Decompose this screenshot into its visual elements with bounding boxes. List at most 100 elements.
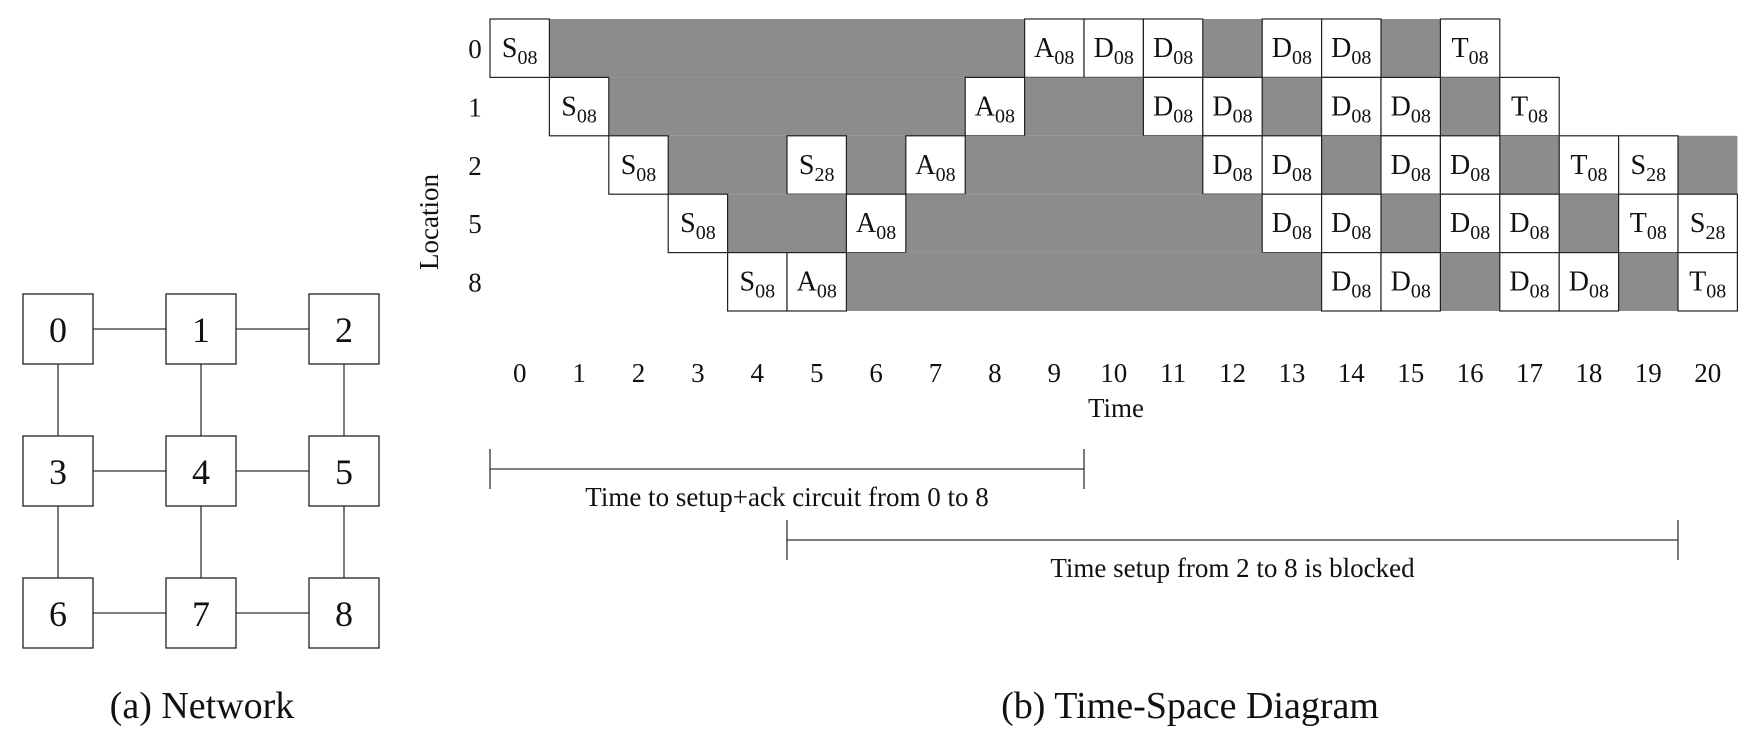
event-cell-box bbox=[1261, 135, 1323, 195]
event-cell-box bbox=[489, 18, 551, 79]
event-cell: D08 bbox=[1439, 135, 1501, 195]
node-box bbox=[308, 435, 380, 507]
event-cell-label: D08 bbox=[1331, 267, 1371, 303]
location-row: S08 A08 D08 D08 D08 D08 T08 bbox=[726, 252, 1739, 312]
busy-block bbox=[846, 252, 1322, 311]
event-subscript: 28 bbox=[1705, 222, 1725, 244]
location-tick-label: 2 bbox=[468, 151, 482, 181]
event-cell-label: S08 bbox=[740, 267, 776, 303]
event-cell: D08 bbox=[1320, 193, 1382, 254]
event-cell-box bbox=[1677, 252, 1739, 312]
event-subscript: 08 bbox=[1173, 47, 1193, 69]
event-letter: D bbox=[1450, 150, 1470, 181]
node-box bbox=[308, 293, 380, 365]
time-tick-label: 3 bbox=[691, 358, 705, 388]
event-subscript: 28 bbox=[1646, 164, 1666, 186]
event-cell-label: D08 bbox=[1391, 91, 1431, 127]
time-span-bracket: Time setup from 2 to 8 is blocked bbox=[786, 520, 1679, 583]
event-cell: A08 bbox=[845, 193, 907, 254]
node-label: 4 bbox=[192, 452, 210, 492]
time-tick-label: 16 bbox=[1457, 358, 1484, 388]
event-cell-label: D08 bbox=[1272, 150, 1312, 186]
busy-block bbox=[1618, 252, 1678, 311]
network-node: 1 bbox=[165, 293, 237, 365]
event-cell-box bbox=[1261, 18, 1323, 79]
event-cell: T08 bbox=[1617, 193, 1679, 254]
event-cell-label: S08 bbox=[561, 91, 597, 127]
event-cell-label: D08 bbox=[1272, 33, 1312, 69]
event-letter: D bbox=[1094, 33, 1114, 64]
busy-block bbox=[905, 194, 1263, 253]
event-letter: S bbox=[680, 208, 696, 239]
event-letter: D bbox=[1391, 267, 1411, 298]
event-subscript: 08 bbox=[636, 164, 656, 186]
time-tick-label: 18 bbox=[1575, 358, 1602, 388]
event-cell: S28 bbox=[1617, 135, 1679, 195]
event-cell-box bbox=[786, 135, 848, 195]
event-cell-box bbox=[1558, 135, 1620, 195]
event-letter: D bbox=[1331, 91, 1351, 122]
event-cell: T08 bbox=[1439, 18, 1501, 79]
event-subscript: 08 bbox=[1528, 105, 1548, 127]
event-subscript: 08 bbox=[1530, 222, 1550, 244]
event-letter: A bbox=[915, 150, 936, 181]
event-cell-box bbox=[1320, 76, 1382, 137]
event-cell-label: T08 bbox=[1452, 33, 1489, 69]
node-label: 2 bbox=[335, 310, 353, 350]
busy-block bbox=[1440, 77, 1500, 136]
event-subscript: 08 bbox=[817, 281, 837, 303]
time-tick-label: 5 bbox=[810, 358, 824, 388]
event-subscript: 08 bbox=[936, 164, 956, 186]
busy-block bbox=[727, 194, 847, 253]
event-cell: D08 bbox=[1499, 193, 1560, 254]
busy-block bbox=[1202, 19, 1263, 78]
event-cell: D08 bbox=[1320, 252, 1382, 312]
event-letter: D bbox=[1450, 208, 1470, 239]
event-cell: A08 bbox=[786, 252, 848, 312]
event-subscript: 08 bbox=[577, 105, 597, 127]
time-tick-label: 13 bbox=[1278, 358, 1305, 388]
event-letter: S bbox=[1631, 150, 1647, 181]
event-cell-box bbox=[1380, 252, 1442, 312]
busy-block bbox=[1440, 252, 1500, 311]
event-cell-label: A08 bbox=[975, 91, 1015, 127]
event-cell: T08 bbox=[1499, 76, 1560, 137]
event-cell-box bbox=[1142, 18, 1204, 79]
busy-block bbox=[1559, 194, 1619, 253]
event-subscript: 28 bbox=[814, 164, 834, 186]
node-box bbox=[165, 293, 237, 365]
event-cell: D08 bbox=[1380, 252, 1442, 312]
event-subscript: 08 bbox=[1470, 222, 1490, 244]
time-span-bracket: Time to setup+ack circuit from 0 to 8 bbox=[489, 449, 1085, 512]
event-subscript: 08 bbox=[995, 105, 1015, 127]
event-cell-label: S28 bbox=[799, 150, 835, 186]
event-subscript: 08 bbox=[1292, 47, 1312, 69]
y-axis-label: Location bbox=[414, 174, 444, 270]
network-node: 8 bbox=[308, 577, 380, 649]
event-letter: A bbox=[856, 208, 877, 239]
event-cell: T08 bbox=[1558, 135, 1620, 195]
busy-block bbox=[668, 135, 787, 195]
network-node: 2 bbox=[308, 293, 380, 365]
event-cell-label: A08 bbox=[915, 150, 955, 186]
network-node: 3 bbox=[22, 435, 94, 507]
event-subscript: 08 bbox=[876, 222, 896, 244]
event-cell-label: D08 bbox=[1450, 208, 1490, 244]
time-tick-label: 9 bbox=[1048, 358, 1062, 388]
busy-block bbox=[549, 19, 1025, 78]
event-letter: S bbox=[799, 150, 815, 181]
event-cell-label: T08 bbox=[1689, 267, 1726, 303]
location-tick-label: 0 bbox=[468, 34, 482, 64]
node-box bbox=[165, 435, 237, 507]
event-cell-label: D08 bbox=[1391, 267, 1431, 303]
time-tick-label: 12 bbox=[1219, 358, 1246, 388]
event-cell: S08 bbox=[608, 135, 669, 195]
event-letter: D bbox=[1509, 208, 1529, 239]
event-letter: D bbox=[1569, 267, 1589, 298]
event-letter: A bbox=[797, 267, 818, 298]
event-cell: S28 bbox=[1677, 193, 1739, 254]
node-label: 6 bbox=[49, 594, 67, 634]
busy-block bbox=[1499, 135, 1560, 195]
event-cell-box bbox=[786, 252, 848, 312]
event-cell-box bbox=[964, 76, 1026, 137]
